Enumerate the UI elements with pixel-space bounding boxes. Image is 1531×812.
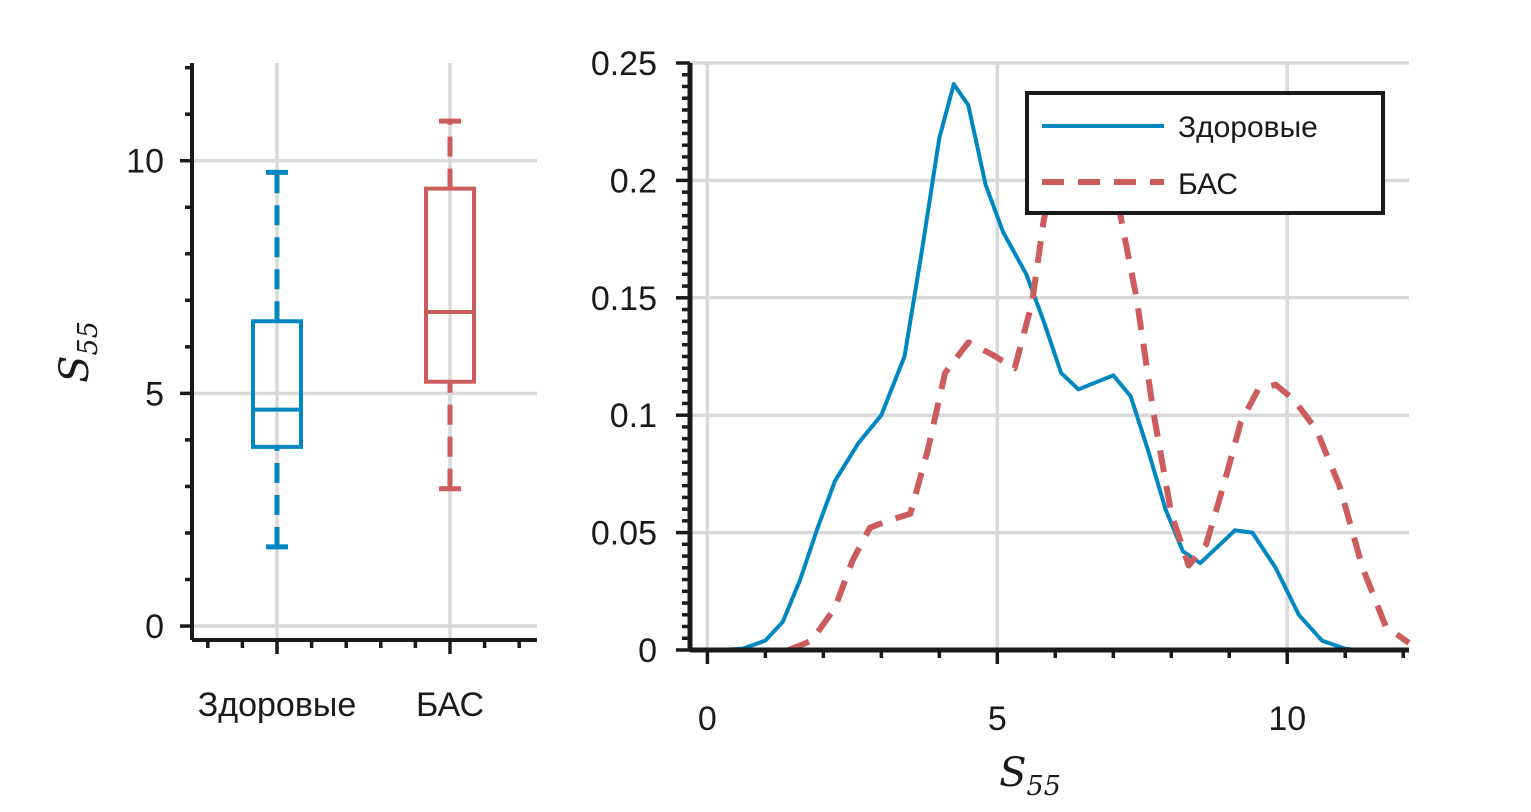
boxplot-grid (192, 63, 537, 640)
density-panel: 0 0.05 0.1 0.15 0.2 0.25 0 5 10 S55 Здоровые БА… (591, 45, 1411, 802)
density-line-als (787, 158, 1411, 653)
boxplot-category-label: БАС (416, 686, 484, 724)
boxplot-y-tick-labels: 0 5 10 (126, 143, 164, 646)
legend-label-als: БАС (1178, 168, 1238, 201)
box-als (424, 118, 476, 492)
box-iqr (251, 319, 303, 449)
density-y-tick-labels: 0 0.05 0.1 0.15 0.2 0.25 (591, 45, 657, 670)
density-x-tick-label: 10 (1268, 700, 1306, 738)
density-x-axis-label-main: S (999, 750, 1026, 796)
density-y-tick-label: 0.2 (610, 162, 657, 200)
density-x-tick-label: 0 (698, 700, 717, 738)
density-line-healthy (718, 82, 1358, 652)
legend-label-healthy: Здоровые (1178, 111, 1318, 144)
density-x-tick-labels: 0 5 10 (698, 700, 1306, 738)
boxplot-y-tick-label: 10 (126, 143, 164, 181)
legend: Здоровые БАС (1025, 91, 1385, 215)
box-iqr (424, 186, 476, 384)
density-y-tick-label: 0.25 (591, 45, 657, 83)
density-x-tick-label: 5 (988, 700, 1007, 738)
density-y-tick-label: 0 (638, 632, 657, 670)
density-x-axis-label: S55 (999, 750, 1061, 802)
density-x-axis-label-sub: 55 (1027, 771, 1061, 802)
legend-box (1025, 91, 1385, 215)
boxplot-panel: 0 5 10 Здоровые БАС S55 (52, 63, 537, 724)
density-y-tick-label: 0.1 (610, 397, 657, 435)
box-healthy (251, 169, 303, 550)
boxplot-boxes (251, 118, 476, 550)
boxplot-x-tick-labels: Здоровые БАС (198, 686, 484, 724)
boxplot-y-axis-label: S55 (52, 321, 104, 383)
boxplot-y-axis-label-sub: 55 (73, 321, 104, 355)
boxplot-axes (180, 63, 537, 654)
boxplot-y-axis-label-main: S (52, 355, 98, 382)
boxplot-y-tick-label: 0 (145, 608, 164, 646)
density-y-tick-label: 0.15 (591, 280, 657, 318)
boxplot-y-tick-label: 5 (145, 375, 164, 413)
boxplot-category-label: Здоровые (198, 686, 357, 724)
density-y-tick-label: 0.05 (591, 515, 657, 553)
density-axes (676, 61, 1409, 664)
density-lines (718, 82, 1411, 653)
